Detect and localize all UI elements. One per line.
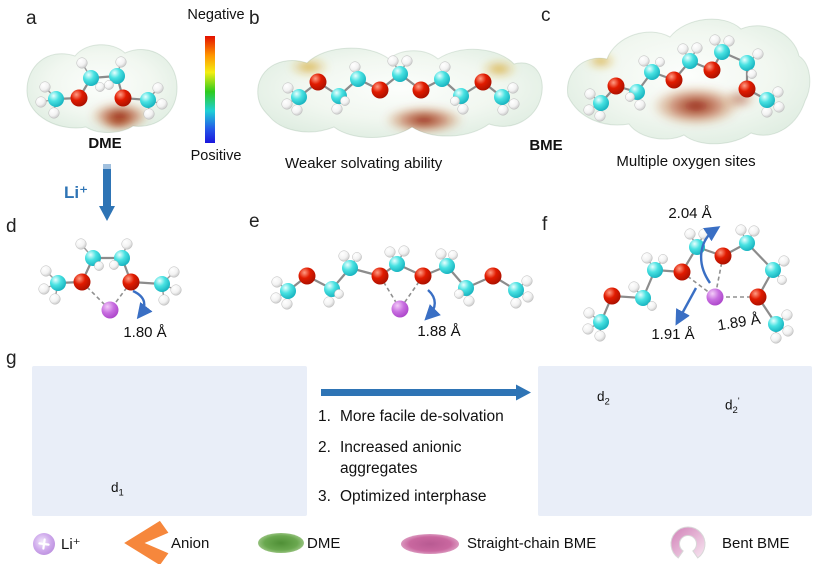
panel-label-b: b [249, 8, 260, 29]
molecule-dme [35, 56, 168, 120]
step-number: 1. [318, 408, 331, 425]
esp-colorbar [205, 36, 215, 143]
molecule-name-dme: DME [88, 135, 122, 152]
step-text: More facile de-solvation [340, 408, 504, 425]
colorbar-label-negative: Negative [187, 7, 245, 23]
curved-arrow-straight [424, 289, 441, 321]
legend-label-li: Li⁺ [61, 536, 81, 553]
curved-arrow-bent-top [699, 226, 721, 284]
li-ion-arrow-label: Li⁺ [64, 183, 89, 202]
distance-bent-top: 2.04 Å [668, 205, 712, 222]
legend-label-straight-bme: Straight-chain BME [467, 535, 597, 552]
esp-surface-bme-straight [257, 47, 543, 138]
transition-arrow [321, 384, 531, 401]
d2-sub: 2 [604, 396, 610, 408]
molecule-dme-li-complex [38, 238, 182, 319]
d1-sub: 1 [118, 487, 124, 499]
caption-weaker-solvating: Weaker solvating ability [285, 155, 443, 172]
curved-arrow-dme [132, 289, 153, 320]
step-item-1: 1. More facile de-solvation [318, 406, 518, 427]
bent-bme-icon [670, 526, 706, 559]
legend-label-anion: Anion [171, 535, 210, 552]
molecule-bme-bent-li-complex [582, 224, 794, 344]
panel-label-e: e [249, 211, 260, 232]
li-ion-down-arrow [99, 164, 115, 221]
panel-label-a: a [26, 8, 37, 29]
step-text: Optimized interphase [340, 488, 487, 505]
d2p-base: d [725, 397, 733, 413]
legend-label-dme: DME [307, 535, 341, 552]
d1-base: d [111, 480, 119, 495]
legend-label-bent-bme: Bent BME [722, 535, 790, 552]
anion-icon [124, 520, 169, 564]
straight-bme-icon [401, 534, 459, 554]
panel-label-c: c [541, 5, 551, 26]
molecule-bme-straight [281, 55, 520, 116]
d2-base: d [597, 389, 605, 404]
molecule-bme-straight-li-complex [270, 245, 534, 318]
d2-prime-label: d2' [725, 396, 740, 416]
step-item-2: 2. Increased anionic aggregates [318, 437, 518, 479]
dme-icon [258, 533, 304, 553]
step-number: 3. [318, 488, 331, 505]
step-text: Increased anionic aggregates [340, 439, 462, 477]
caption-multiple-oxygen: Multiple oxygen sites [616, 153, 756, 170]
distance-dme-li: 1.80 Å [123, 324, 167, 341]
molecule-bme-bent [583, 34, 785, 122]
distance-bent-left: 1.91 Å [651, 326, 695, 343]
colorbar-label-positive: Positive [190, 148, 242, 164]
schematic-left-box [32, 366, 307, 516]
li-ion-icon [33, 533, 55, 555]
d2p-prime: ' [737, 396, 740, 406]
distance-straight-li: 1.88 Å [417, 323, 461, 340]
d1-label: d1 [111, 480, 124, 499]
schematic-right-box [538, 366, 812, 516]
step-item-3: 3. Optimized interphase [318, 486, 518, 507]
step-number: 2. [318, 439, 331, 456]
arrow-bent-left [675, 287, 698, 326]
panel-label-g: g [6, 348, 17, 369]
molecule-name-bme: BME [529, 137, 563, 154]
esp-surface-bme-bent [567, 18, 811, 145]
panel-label-f: f [542, 214, 548, 235]
d2-label: d2 [597, 389, 610, 408]
d2p-sub: 2 [732, 405, 738, 417]
panel-label-d: d [6, 216, 17, 237]
